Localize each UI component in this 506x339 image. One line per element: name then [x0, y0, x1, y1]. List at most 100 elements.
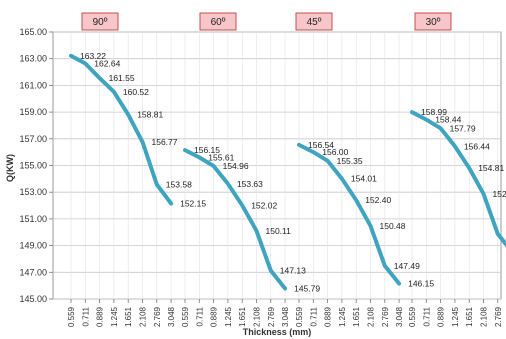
data-point [169, 202, 173, 205]
y-axis-title: Q(KW) [5, 154, 15, 182]
data-point [439, 127, 442, 130]
panel-header-label: 30º [426, 17, 441, 28]
x-tick-label: 0.889 [437, 306, 446, 327]
data-point [269, 269, 272, 272]
data-point [355, 199, 358, 202]
panel-header-box [81, 12, 119, 31]
data-label: 154.81 [478, 163, 504, 173]
y-tick-label: 163.00 [19, 54, 47, 64]
x-tick-label: 0.559 [295, 306, 304, 327]
x-tick-label: 1.245 [110, 306, 119, 327]
x-tick-label: 1.245 [451, 306, 460, 327]
data-point [255, 229, 258, 232]
data-label: 154.01 [351, 174, 377, 184]
y-tick-label: 145.00 [19, 294, 47, 304]
x-tick-label: 3.048 [395, 306, 404, 327]
data-point [98, 76, 101, 80]
data-label: 145.79 [294, 283, 320, 293]
data-point [241, 204, 244, 207]
x-tick-label: 2.108 [367, 306, 376, 327]
x-tick-label: 0.889 [210, 306, 219, 327]
y-tick-label: 159.00 [19, 107, 47, 117]
data-label: 156.44 [464, 141, 490, 151]
data-label: 156.00 [322, 147, 348, 157]
x-tick-label: 2.769 [153, 306, 162, 327]
data-point [84, 62, 87, 65]
x-tick-label: 1.245 [224, 306, 233, 327]
x-tick-label: 0.559 [67, 306, 76, 327]
y-tick-label: 165.00 [19, 27, 47, 37]
data-point [482, 192, 485, 196]
y-tick-label: 155.00 [19, 161, 47, 171]
x-axis-title: Thickness (mm) [243, 327, 312, 337]
data-label: 150.11 [266, 226, 292, 236]
x-tick-label: 0.889 [96, 306, 105, 327]
x-tick-label: 1.651 [238, 306, 247, 327]
data-point [198, 156, 201, 159]
x-tick-label: 1.651 [465, 306, 474, 327]
y-tick-label: 161.00 [19, 80, 47, 90]
data-point [155, 183, 158, 186]
data-label: 152.40 [365, 195, 391, 205]
panel-header-label: 90º [93, 17, 108, 28]
data-point [326, 159, 329, 163]
data-label: 153.58 [166, 179, 192, 189]
data-label: 152.15 [180, 199, 206, 209]
series-line-2 [297, 142, 402, 286]
data-label: 155.35 [337, 156, 363, 166]
data-label: 155.61 [208, 152, 234, 162]
panel-header-box [414, 12, 452, 31]
x-tick-label: 2.108 [480, 306, 489, 327]
y-tick-label: 157.00 [19, 134, 47, 144]
x-tick-label: 3.048 [281, 306, 290, 327]
data-point [425, 118, 428, 121]
y-tick-label: 147.00 [19, 267, 47, 277]
x-tick-label: 1.651 [352, 306, 361, 327]
panel-header-box [295, 12, 333, 31]
y-tick-label: 153.00 [19, 187, 47, 197]
x-tick-label: 2.769 [494, 306, 503, 327]
data-point [468, 166, 471, 170]
data-point [183, 148, 187, 152]
data-point [340, 177, 344, 180]
panel-header-box [199, 12, 237, 31]
data-label: 152.8 [493, 189, 506, 199]
data-label: 154.96 [223, 161, 249, 171]
x-tick-label: 0.711 [195, 306, 204, 326]
data-label: 147.49 [394, 261, 420, 271]
data-label: 162.64 [94, 59, 120, 69]
data-point [127, 113, 130, 116]
data-point [297, 143, 301, 147]
data-label: 152.02 [251, 200, 277, 210]
x-tick-label: 0.559 [408, 306, 417, 327]
series-line-0 [69, 53, 174, 206]
panel-header-label: 45º [307, 17, 322, 28]
data-label: 158.99 [421, 107, 447, 117]
panel-header-label: 60º [211, 17, 226, 28]
data-label: 161.55 [109, 73, 135, 83]
x-tick-label: 2.769 [381, 306, 390, 327]
data-label: 157.79 [450, 123, 476, 133]
x-tick-label: 1.245 [338, 306, 347, 327]
data-label: 158.44 [435, 115, 461, 125]
data-point [141, 140, 144, 144]
x-tick-label: 0.889 [324, 306, 333, 327]
data-point [397, 282, 401, 285]
x-tick-label: 3.048 [167, 306, 176, 327]
data-point [69, 54, 73, 57]
data-point [453, 145, 457, 148]
data-label: 156.54 [308, 140, 334, 150]
x-tick-label: 2.108 [253, 306, 262, 327]
data-label: 147.13 [280, 266, 306, 276]
data-label: 146.15 [408, 279, 434, 289]
data-label: 158.81 [137, 110, 163, 120]
x-tick-label: 2.769 [267, 306, 276, 327]
data-label: 160.52 [123, 87, 149, 97]
data-point [283, 287, 287, 290]
data-label: 153.63 [237, 179, 263, 189]
data-label: 150.48 [380, 221, 406, 231]
data-label: 163.22 [80, 51, 106, 61]
data-point [112, 90, 116, 94]
x-tick-label: 0.559 [181, 306, 190, 327]
